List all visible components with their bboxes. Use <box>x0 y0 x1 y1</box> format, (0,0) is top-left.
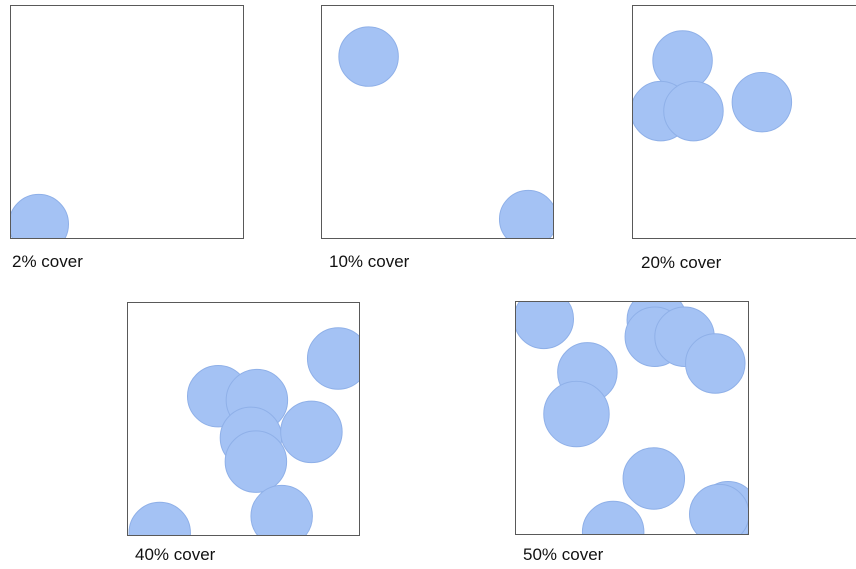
cover-circle <box>128 501 191 535</box>
panel-20-percent-cover <box>632 5 856 239</box>
cover-plot-50 <box>516 302 748 534</box>
panel-caption: 50% cover <box>523 545 604 564</box>
cover-circle <box>250 484 313 535</box>
panel-2-percent-cover <box>10 5 244 239</box>
panel-caption: 10% cover <box>329 252 410 271</box>
cover-plot-10 <box>338 26 553 238</box>
cover-circle <box>622 447 686 510</box>
cover-circle <box>689 483 748 534</box>
cover-circle <box>731 71 793 133</box>
cover-plot-40 <box>128 327 359 535</box>
cover-circle <box>338 26 399 87</box>
cover-circle <box>224 430 288 493</box>
panel-40-percent-cover <box>127 302 360 536</box>
cover-circle <box>543 380 610 448</box>
panel-caption: 40% cover <box>135 545 216 564</box>
panel-caption: 20% cover <box>641 253 722 272</box>
cover-plot-20 <box>633 30 793 142</box>
cover-circle <box>663 80 724 142</box>
cover-circle <box>581 500 645 534</box>
panel-50-percent-cover <box>515 301 749 535</box>
cover-circle <box>516 302 574 350</box>
cover-circle <box>306 327 359 390</box>
panel-10-percent-cover <box>321 5 554 239</box>
cover-circle <box>685 333 746 394</box>
cover-circle <box>498 189 553 238</box>
cover-plot-2 <box>11 193 69 238</box>
panel-caption: 2% cover <box>12 252 83 271</box>
cover-circle <box>280 400 343 464</box>
cover-circle <box>11 193 69 238</box>
